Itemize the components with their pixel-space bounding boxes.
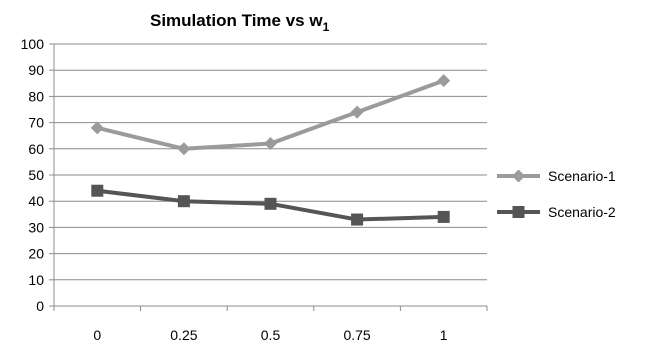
y-axis-ticks: 0 10 20 30 40 50 60 70 80 90 100 bbox=[21, 36, 45, 314]
axes bbox=[49, 43, 488, 311]
legend: Scenario-1 Scenario-2 bbox=[497, 168, 616, 220]
x-tick-label: 0.25 bbox=[170, 327, 197, 343]
legend-item: Scenario-2 bbox=[497, 204, 616, 220]
data-point bbox=[264, 197, 277, 210]
legend-swatch-marker bbox=[512, 206, 525, 218]
data-point bbox=[91, 184, 104, 197]
data-point bbox=[177, 142, 191, 156]
data-point bbox=[350, 105, 364, 119]
data-point bbox=[437, 74, 451, 88]
chart-title: Simulation Time vs w1 bbox=[150, 11, 330, 34]
series-layer bbox=[90, 74, 451, 226]
data-point bbox=[90, 121, 104, 135]
y-tick-label: 50 bbox=[28, 167, 44, 183]
y-tick-label: 30 bbox=[28, 219, 44, 235]
legend-label: Scenario-1 bbox=[548, 168, 616, 184]
y-tick-label: 70 bbox=[28, 115, 44, 131]
legend-swatch-marker bbox=[512, 169, 525, 183]
y-tick-label: 0 bbox=[36, 298, 44, 314]
x-tick-label: 0.5 bbox=[261, 327, 281, 343]
data-point bbox=[437, 210, 450, 223]
y-tick-label: 40 bbox=[28, 193, 44, 209]
x-tick-label: 1 bbox=[440, 327, 448, 343]
y-tick-label: 90 bbox=[28, 62, 44, 78]
x-tick-label: 0.75 bbox=[343, 327, 370, 343]
x-tick-label: 0 bbox=[93, 327, 101, 343]
y-tick-label: 20 bbox=[28, 246, 44, 262]
chart-title-text: Simulation Time vs w bbox=[150, 11, 323, 30]
series-1 bbox=[90, 74, 451, 156]
y-tick-label: 100 bbox=[21, 36, 45, 52]
legend-item: Scenario-1 bbox=[497, 168, 616, 184]
data-point bbox=[177, 195, 190, 208]
data-point bbox=[351, 213, 364, 226]
series-2 bbox=[91, 184, 450, 226]
legend-label: Scenario-2 bbox=[548, 204, 616, 220]
y-tick-label: 80 bbox=[28, 88, 44, 104]
chart-title-subscript: 1 bbox=[323, 20, 330, 34]
gridlines bbox=[54, 43, 487, 281]
data-point bbox=[264, 137, 277, 151]
y-tick-label: 10 bbox=[28, 272, 44, 288]
y-tick-label: 60 bbox=[28, 141, 44, 157]
x-axis-ticks: 0 0.25 0.5 0.75 1 bbox=[93, 327, 447, 343]
